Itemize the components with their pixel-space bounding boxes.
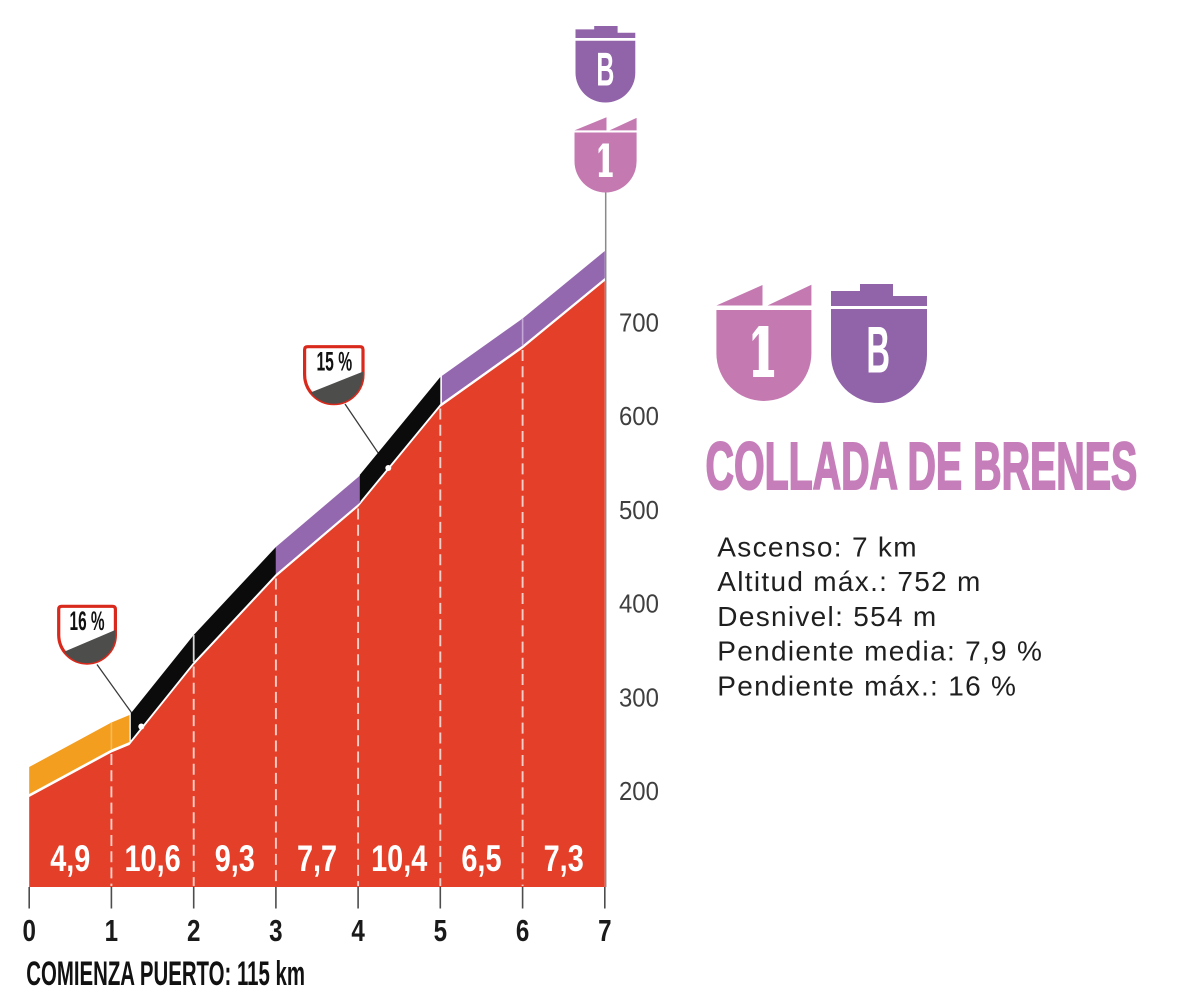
svg-text:B: B: [596, 43, 614, 95]
svg-text:2: 2: [187, 913, 200, 948]
svg-text:16 %: 16 %: [70, 606, 105, 637]
svg-text:Desnivel: 554 m: Desnivel: 554 m: [717, 601, 937, 632]
svg-text:400: 400: [619, 590, 659, 619]
svg-text:B: B: [866, 313, 890, 386]
svg-text:6,5: 6,5: [461, 839, 501, 880]
svg-text:200: 200: [619, 777, 659, 806]
svg-text:7: 7: [598, 913, 611, 948]
svg-text:COLLADA DE BRENES: COLLADA DE BRENES: [706, 428, 1138, 504]
svg-text:15 %: 15 %: [316, 346, 352, 377]
svg-text:10,4: 10,4: [371, 839, 428, 880]
svg-text:Pendiente media: 7,9 %: Pendiente media: 7,9 %: [717, 635, 1043, 666]
svg-text:10,6: 10,6: [124, 839, 180, 880]
svg-text:7,3: 7,3: [544, 839, 584, 880]
svg-text:7,7: 7,7: [297, 839, 337, 880]
svg-text:0: 0: [22, 913, 35, 948]
svg-text:Altitud máx.: 752 m: Altitud máx.: 752 m: [717, 566, 981, 597]
svg-text:300: 300: [619, 683, 659, 712]
svg-text:1: 1: [105, 913, 118, 948]
svg-text:4,9: 4,9: [50, 839, 90, 880]
svg-text:3: 3: [269, 913, 282, 948]
svg-text:5: 5: [434, 913, 447, 948]
svg-text:600: 600: [619, 402, 659, 431]
svg-text:COMIENZA PUERTO: 115 km: COMIENZA PUERTO: 115 km: [26, 955, 305, 993]
svg-text:500: 500: [619, 496, 659, 525]
svg-text:6: 6: [516, 913, 529, 948]
svg-text:4: 4: [351, 913, 365, 948]
svg-text:Ascenso: 7 km: Ascenso: 7 km: [717, 531, 918, 562]
svg-text:Pendiente máx.: 16 %: Pendiente máx.: 16 %: [717, 670, 1017, 701]
svg-text:9,3: 9,3: [215, 839, 255, 880]
svg-text:700: 700: [619, 308, 659, 337]
